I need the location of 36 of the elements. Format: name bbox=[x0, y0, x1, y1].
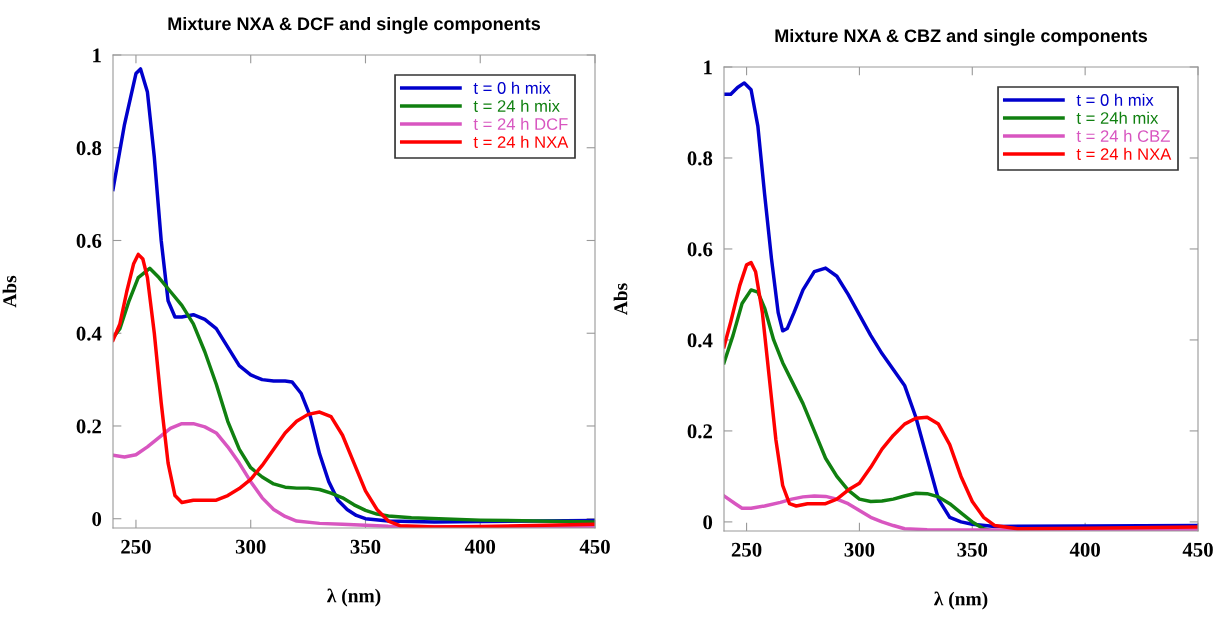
y-tick-label: 0.6 bbox=[76, 233, 102, 249]
legend-label: t = 24 h NXA bbox=[473, 135, 569, 148]
legend-label: t = 24 h NXA bbox=[1076, 147, 1172, 160]
x-tick-label: 450 bbox=[1182, 542, 1213, 557]
x-tick-label: 400 bbox=[464, 539, 496, 554]
x-tick-label: 350 bbox=[350, 539, 381, 554]
x-tick-label: 300 bbox=[235, 539, 266, 554]
legend-label: t = 0 h mix bbox=[1076, 93, 1154, 106]
y-axis-title: Abs bbox=[2, 275, 17, 308]
y-tick-label: 0.4 bbox=[687, 333, 713, 348]
chart-title: Mixture NXA & DCF and single components bbox=[168, 16, 541, 34]
x-tick-label: 350 bbox=[957, 542, 988, 557]
y-tick-label: 0.2 bbox=[76, 419, 101, 434]
x-tick-label: 250 bbox=[731, 542, 762, 557]
y-tick-label: 0 bbox=[703, 515, 713, 530]
x-tick-label: 300 bbox=[844, 542, 875, 557]
y-tick-label: 0.2 bbox=[687, 424, 712, 439]
y-tick-label: 1 bbox=[93, 48, 101, 63]
y-tick-label: 1 bbox=[704, 60, 712, 75]
legend-label: t = 24 h DCF bbox=[473, 117, 568, 130]
x-tick-label: 400 bbox=[1069, 542, 1100, 557]
legend-label: t = 24h mix bbox=[1076, 111, 1159, 124]
y-tick-label: 0.4 bbox=[76, 326, 102, 341]
legend-label: t = 24 h mix bbox=[473, 99, 560, 112]
x-axis-title: λ (nm) bbox=[327, 588, 381, 607]
y-tick-label: 0.8 bbox=[687, 151, 713, 166]
x-tick-label: 450 bbox=[579, 539, 610, 554]
y-axis-title: Abs bbox=[613, 283, 628, 316]
chart-title: Mixture NXA & CBZ and single components bbox=[775, 28, 1148, 46]
y-tick-label: 0.6 bbox=[687, 242, 713, 257]
x-axis-title: λ (nm) bbox=[934, 591, 988, 610]
legend-label: t = 0 h mix bbox=[473, 81, 551, 94]
y-tick-label: 0.8 bbox=[76, 141, 102, 156]
x-tick-label: 250 bbox=[121, 539, 151, 554]
y-tick-label: 0 bbox=[92, 512, 102, 527]
legend-label: t = 24 h CBZ bbox=[1076, 129, 1170, 142]
